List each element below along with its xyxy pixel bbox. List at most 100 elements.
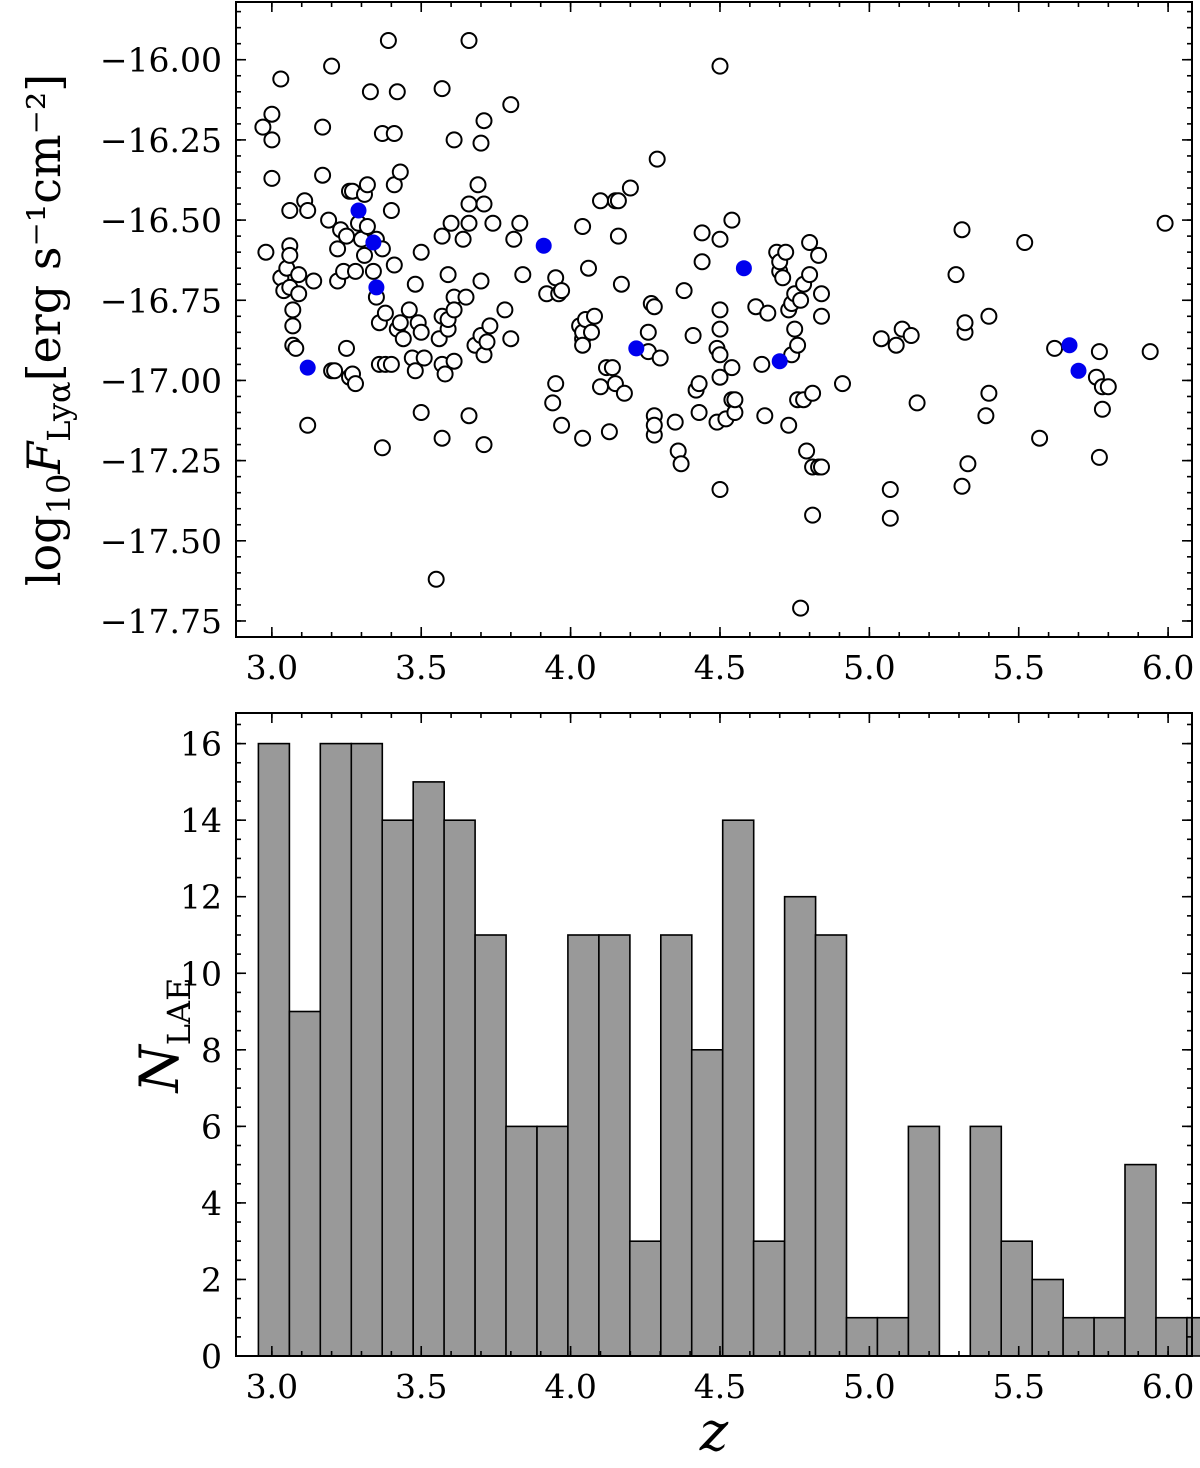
scatter-point	[615, 384, 633, 402]
scatter-point	[290, 266, 308, 284]
scatter-point	[257, 243, 275, 261]
scatter-point	[502, 330, 520, 348]
scatter-point	[753, 355, 771, 373]
scatter-point	[612, 275, 630, 293]
scatter-point	[391, 163, 409, 181]
ylabel-f: F	[17, 440, 71, 475]
scatter-point	[693, 224, 711, 242]
ylabel-log: log	[17, 514, 71, 586]
scatter-point	[834, 375, 851, 393]
scatter-point	[777, 243, 795, 261]
ylabel-n-sub: LAE	[160, 978, 198, 1046]
scatter-point	[412, 323, 430, 341]
scatter-point	[792, 599, 810, 617]
scatter-point	[442, 214, 460, 232]
scatter-point	[553, 282, 571, 300]
scatter-point	[484, 214, 502, 232]
scatter-point	[400, 301, 418, 319]
scatter-point	[887, 336, 905, 354]
scatter-point	[804, 384, 822, 402]
highlight-point	[350, 202, 367, 219]
scatter-point	[711, 346, 729, 364]
scatter-point	[684, 327, 702, 344]
scatter-point	[412, 404, 430, 421]
histogram-bars	[257, 742, 1200, 1357]
x-tick-label: 4.0	[544, 648, 596, 687]
scatter-point	[460, 195, 478, 213]
scatter-point	[804, 506, 822, 524]
scatter-point	[338, 227, 355, 245]
scatter-point	[872, 330, 890, 348]
scatter-point	[338, 339, 355, 357]
scatter-point	[759, 304, 777, 322]
scatter-point	[947, 266, 965, 284]
scatter-point	[496, 301, 514, 319]
histogram-bar	[845, 1316, 879, 1357]
histogram-bar	[1186, 1316, 1200, 1357]
scatter-point	[385, 125, 403, 142]
scatter-point	[977, 407, 995, 425]
y-tick-label: −17.00	[100, 361, 222, 400]
scatter-point	[1090, 343, 1108, 361]
scatter-point	[364, 262, 382, 280]
histogram-ticks: 3.0 3.5 4.0 4.5 5.0 5.5 6.0 0 2 4 6 8 10 12 14 16	[180, 713, 1194, 1406]
scatter-plot-frame	[235, 1, 1193, 638]
scatter-point	[801, 234, 819, 251]
highlight-point	[1070, 362, 1087, 379]
scatter-point	[358, 176, 376, 194]
y-tick-label: 6	[201, 1107, 222, 1146]
scatter-point	[445, 301, 463, 319]
scatter-point	[813, 307, 830, 325]
scatter-point	[281, 202, 299, 219]
scatter-point	[1016, 234, 1034, 251]
scatter-point	[553, 416, 571, 434]
scatter-panel: 3.0 3.5 4.0 4.5 5.0 5.5 6.0 −16.00 −16.25 −16.50 −…	[17, 1, 1194, 687]
histogram-plot-frame	[235, 712, 1193, 1357]
histogram-bar	[412, 781, 446, 1357]
highlight-point	[299, 359, 316, 376]
scatter-point	[281, 246, 299, 264]
scatter-point	[284, 317, 302, 335]
scatter-point	[609, 227, 627, 245]
scatter-point	[789, 336, 807, 354]
histogram-bar	[969, 1125, 1003, 1357]
histogram-bar	[1093, 1316, 1126, 1357]
scatter-point	[592, 192, 609, 210]
scatter-point	[690, 404, 708, 421]
y-tick-label: −16.00	[100, 41, 222, 80]
scatter-point	[356, 246, 373, 264]
histogram-bar	[752, 1240, 786, 1357]
scatter-point	[600, 423, 618, 441]
scatter-point	[648, 150, 666, 168]
scatter-point	[583, 323, 600, 341]
scatter-point	[388, 83, 406, 101]
scatter-point	[580, 259, 597, 277]
scatter-point	[347, 375, 364, 393]
scatter-point	[645, 298, 663, 316]
scatter-point	[711, 481, 729, 498]
highlight-point	[535, 237, 552, 254]
scatter-point	[574, 429, 592, 447]
scatter-point	[436, 365, 454, 383]
scatter-point	[651, 349, 669, 367]
highlight-point	[771, 353, 788, 370]
scatter-point	[675, 282, 693, 300]
scatter-point	[433, 429, 451, 447]
scatter-point	[263, 105, 281, 123]
x-tick-label: 5.5	[992, 1367, 1044, 1406]
scatter-point	[460, 407, 478, 425]
y-tick-label: −17.25	[100, 442, 222, 481]
scatter-point	[314, 166, 332, 184]
scatter-point	[427, 570, 445, 588]
scatter-y-axis-label: log10FLyα[erg s⁻¹cm⁻²]	[17, 74, 78, 586]
scatter-point	[502, 96, 520, 114]
scatter-point	[284, 301, 302, 319]
scatter-point	[1141, 343, 1159, 361]
scatter-point	[726, 391, 744, 409]
histogram-bar	[567, 934, 600, 1357]
scatter-point	[813, 458, 830, 476]
scatter-point	[639, 323, 657, 341]
scatter-point	[813, 285, 830, 303]
scatter-point	[959, 455, 977, 473]
y-tick-label: 10	[180, 954, 222, 993]
